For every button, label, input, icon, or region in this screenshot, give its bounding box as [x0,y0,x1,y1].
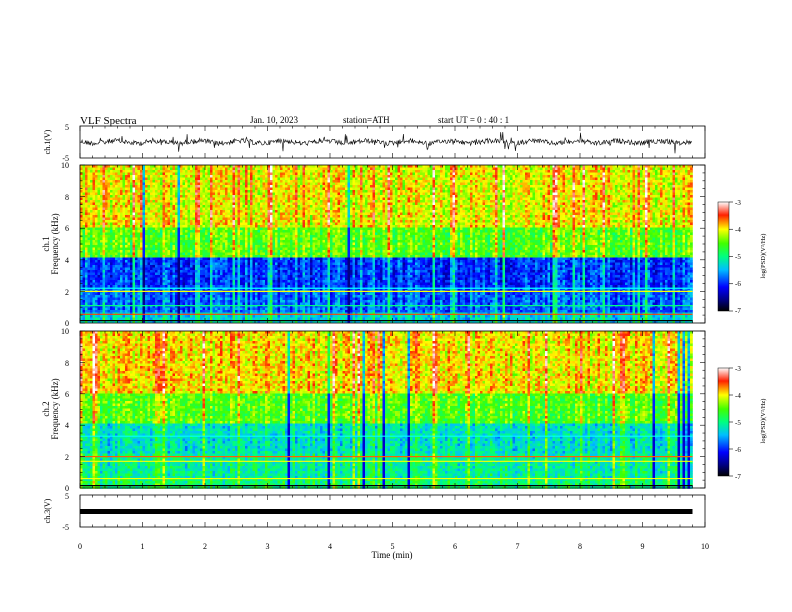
ch1-ylabel-frequency: Frequency (kHz) [50,213,60,274]
ch1-waveform-trace [80,132,692,153]
ch2-colorbar-label: log(PSD)(V²/Hz) [760,399,767,444]
ch2-ytick-8: 8 [65,359,69,368]
ch1-ytick-2: 2 [65,288,69,297]
ch1-colorbar-scale [718,202,729,311]
ch2-cb-tick-m4: -4 [735,392,741,400]
station-label: station=ATH [343,115,390,125]
ch1-ytick-top: 5 [65,123,69,132]
ch1-waveform-ylabel: ch.1(V) [43,129,52,154]
ch2-ytick-10: 10 [61,327,69,336]
x-tick-label-6: 6 [453,542,457,551]
ch3-waveform-panel: 5 -5 ch.3(V) [43,492,705,532]
x-axis-label: Time (min) [372,550,413,560]
ch3-waveform-trace [80,509,693,514]
ch1-spectrogram-image [80,165,693,323]
ch3-ytick-bottom: -5 [62,523,69,532]
ch2-colorbar-scale [718,368,729,476]
x-tick-label-8: 8 [578,542,582,551]
ch2-ytick-4: 4 [65,421,69,430]
x-tick-label-4: 4 [328,542,332,551]
start-ut-label: start UT = 0 : 40 : 1 [438,115,509,125]
ch1-spectrogram-panel: 0 2 4 6 8 10 ch.1 Frequency (kHz) [41,161,705,328]
ch2-cb-tick-m5: -5 [735,419,741,427]
ch1-cb-tick-m5: -5 [735,253,741,261]
ch1-waveform-line [80,132,692,153]
date-label: Jan. 10, 2023 [250,115,298,125]
x-tick-label-2: 2 [203,542,207,551]
ch2-cb-tick-m3: -3 [735,365,741,373]
ch2-spectrogram-panel: 0 2 4 6 8 10 ch.2 Frequency (kHz) [41,327,705,493]
ch1-colorbar-ticks [729,202,733,311]
ch1-ytick-4: 4 [65,256,69,265]
ch2-ytick-2: 2 [65,453,69,462]
x-tick-label-9: 9 [641,542,645,551]
ch2-colorbar: -3 -4 -5 -6 -7 log(PSD)(V²/Hz) [718,365,767,481]
ch1-cb-tick-m6: -6 [735,280,741,288]
ch2-spectrogram-image [80,331,693,489]
ch2-cb-tick-m6: -6 [735,446,741,454]
ch3-ytick-top: 5 [65,492,69,501]
ch1-cb-tick-m7: -7 [735,307,741,315]
ch1-waveform-panel: 5 -5 ch.1(V) [43,123,705,163]
ch1-colorbar-label: log(PSD)(V²/Hz) [760,234,767,279]
ch3-waveform-ylabel: ch.3(V) [43,498,52,523]
x-tick-label-1: 1 [141,542,145,551]
ch1-colorbar: -3 -4 -5 -6 -7 log(PSD)(V²/Hz) [718,199,767,315]
ch1-ytick-8: 8 [65,193,69,202]
ch3-waveform-line [80,509,693,514]
x-axis: 0 1 2 3 4 5 6 7 8 9 10 Time (min) [78,542,709,560]
ch1-cb-tick-m3: -3 [735,199,741,207]
x-tick-label-3: 3 [266,542,270,551]
ch2-cb-tick-m7: -7 [735,473,741,481]
figure-title: VLF Spectra [80,115,137,127]
ch2-ylabel-frequency: Frequency (kHz) [50,378,60,439]
ch2-colorbar-ticks [729,368,733,476]
x-tick-label-7: 7 [516,542,520,551]
x-tick-label-0: 0 [78,542,82,551]
ch1-ytick-10: 10 [61,161,69,170]
ch2-ytick-6: 6 [65,390,69,399]
ch1-ytick-6: 6 [65,224,69,233]
ch1-cb-tick-m4: -4 [735,226,741,234]
x-tick-label-10: 10 [701,542,709,551]
